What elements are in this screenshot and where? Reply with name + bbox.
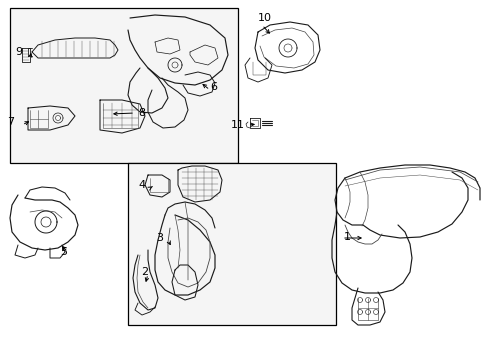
Text: 3: 3 bbox=[156, 233, 163, 243]
Text: 10: 10 bbox=[258, 13, 271, 23]
Text: 5: 5 bbox=[61, 247, 67, 257]
Text: 9: 9 bbox=[15, 47, 22, 57]
Bar bbox=[128, 163, 335, 325]
Text: 11: 11 bbox=[230, 120, 244, 130]
Text: 1: 1 bbox=[343, 232, 350, 242]
Text: 4: 4 bbox=[139, 180, 146, 190]
Text: 6: 6 bbox=[209, 82, 217, 92]
Text: 8: 8 bbox=[138, 108, 145, 118]
Text: 2: 2 bbox=[141, 267, 148, 277]
Bar bbox=[10, 8, 238, 163]
Text: 7: 7 bbox=[7, 117, 14, 127]
